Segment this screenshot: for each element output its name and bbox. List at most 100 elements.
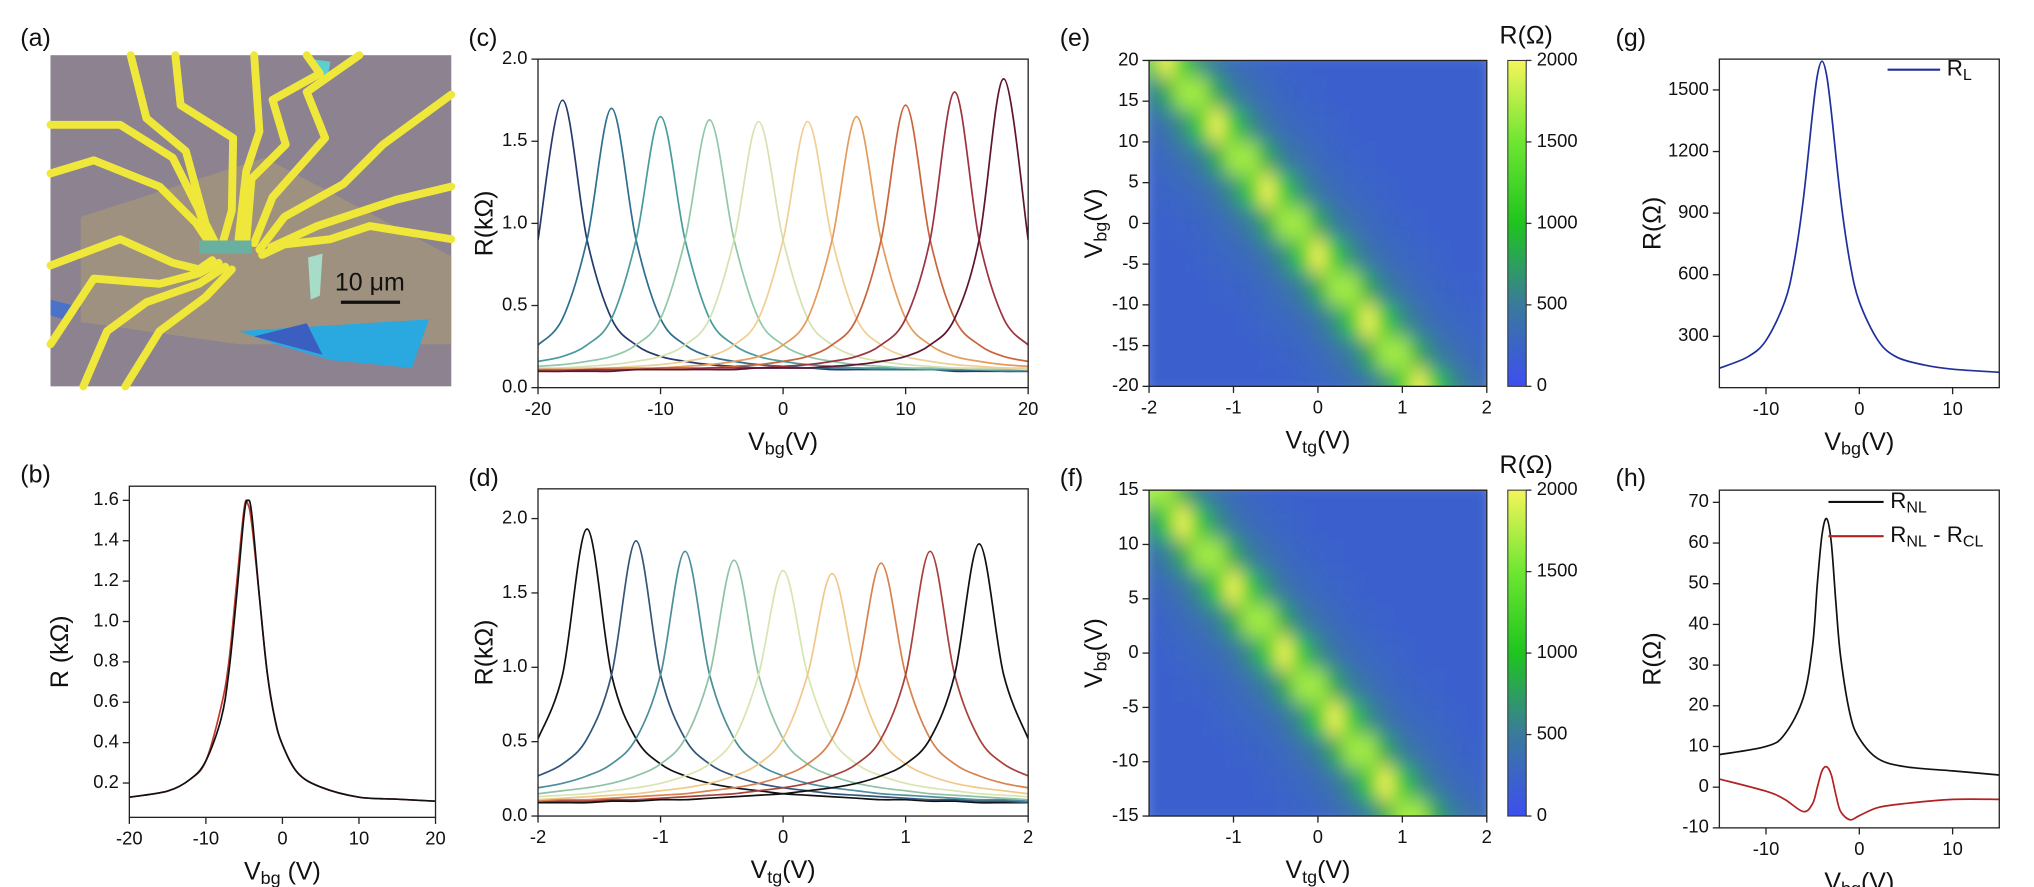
heatmap-cell <box>1258 60 1277 78</box>
heatmap-cell <box>1360 799 1378 817</box>
heatmap-cell <box>1343 701 1361 736</box>
heatmap-cell <box>1225 304 1243 339</box>
x-axis-label-part: tg <box>767 867 782 887</box>
heatmap-cell <box>1225 272 1243 306</box>
heatmap-cell <box>1360 304 1378 339</box>
heatmap-cell <box>1157 239 1176 274</box>
heatmap-cell <box>1292 669 1311 703</box>
heatmap-cell <box>1225 734 1243 768</box>
y-tick-label: 1.5 <box>502 581 528 602</box>
heatmap-cell <box>1208 337 1226 371</box>
scale-bar-label: 10 μm <box>335 268 405 296</box>
heatmap-cell <box>1343 174 1361 208</box>
heatmap-cell <box>1191 669 1209 703</box>
heatmap-cell <box>1427 141 1446 176</box>
heatmap-cell <box>1174 799 1193 817</box>
heatmap-cell <box>1292 767 1311 801</box>
heatmap-cell <box>1478 701 1487 736</box>
x-axis-label-part: V <box>748 427 765 455</box>
heatmap-cell <box>1410 604 1429 638</box>
heatmap-cell <box>1191 141 1209 176</box>
heatmap-cell <box>1343 604 1361 638</box>
heatmap-cell <box>1461 490 1480 508</box>
y-tick-label: 2.0 <box>502 506 528 527</box>
x-axis-label-part: (V) <box>281 857 321 885</box>
heatmap-cell <box>1326 370 1345 387</box>
heatmap-cell <box>1427 109 1446 143</box>
heatmap-cell <box>1174 174 1193 208</box>
x-tick-label: 1 <box>1397 397 1407 418</box>
heatmap-cell <box>1241 272 1260 306</box>
heatmap-cell <box>1191 304 1209 339</box>
heatmap-cell <box>1258 239 1277 274</box>
heatmap-cell <box>1410 272 1429 306</box>
heatmap-cell <box>1191 539 1209 573</box>
heatmap-cell <box>1258 604 1277 638</box>
heatmap-cell <box>1157 141 1176 176</box>
y-tick-label: 1500 <box>1668 78 1709 99</box>
heatmap-cell <box>1225 636 1243 671</box>
y-axis-label: R(Ω) <box>1638 632 1666 685</box>
colorbar <box>1507 489 1527 817</box>
heatmap-cell <box>1157 604 1176 638</box>
heatmap-cell <box>1225 539 1243 573</box>
heatmap-cell <box>1149 76 1159 111</box>
heatmap-cell <box>1444 490 1463 508</box>
heatmap-cell <box>1427 506 1446 540</box>
heatmap-cell <box>1326 337 1345 371</box>
heatmap-cell <box>1410 539 1429 573</box>
heatmap-cell <box>1326 506 1345 540</box>
heatmap-cell <box>1275 337 1294 371</box>
heatmap-cell <box>1393 272 1412 306</box>
y-axis-label-part: bg <box>1091 222 1111 242</box>
flake <box>50 299 81 321</box>
y-tick-label: 1.2 <box>93 569 119 590</box>
heatmap-cell <box>1191 490 1209 508</box>
heatmap-cell <box>1241 506 1260 540</box>
heatmap-cell <box>1208 701 1226 736</box>
heatmap-cell <box>1461 207 1480 241</box>
colorbar-tick-label: 2000 <box>1537 478 1578 499</box>
x-axis-label-part: V <box>1824 868 1841 887</box>
heatmap-cell <box>1478 767 1487 801</box>
heatmap-cell <box>1377 239 1395 274</box>
y-axis-label: R(kΩ) <box>470 191 498 257</box>
heatmap-cell <box>1292 539 1311 573</box>
legend-label-part: NL <box>1906 499 1927 517</box>
colorbar-label: R(Ω) <box>1500 21 1553 49</box>
x-tick-label: 20 <box>425 828 445 849</box>
heatmap-cell <box>1191 636 1209 671</box>
heatmap-cell <box>1410 636 1429 671</box>
heatmap-cell <box>1157 174 1176 208</box>
heatmap-cell <box>1275 799 1294 817</box>
heatmap-cell <box>1241 304 1260 339</box>
heatmap-cell <box>1377 506 1395 540</box>
heatmap-cell <box>1461 370 1480 387</box>
heatmap-cell <box>1427 207 1446 241</box>
legend-label-part: R <box>1890 522 1906 547</box>
x-tick-label: 10 <box>895 398 915 419</box>
y-tick-label: 5 <box>1128 587 1138 608</box>
heatmap-cell <box>1309 604 1328 638</box>
heatmap-cell <box>1292 506 1311 540</box>
heatmap-cell <box>1258 141 1277 176</box>
heatmap-cell <box>1461 604 1480 638</box>
y-tick-label: -10 <box>1112 750 1139 771</box>
heatmap-cell <box>1461 636 1480 671</box>
x-tick-label: 2 <box>1482 826 1492 847</box>
heatmap-cell <box>1208 239 1226 274</box>
heatmap-cell <box>1292 799 1311 817</box>
legend-label: RNL <box>1890 488 1927 517</box>
y-tick-label: 1.0 <box>502 211 528 232</box>
heatmap-cell <box>1275 370 1294 387</box>
plot-area <box>538 77 1029 373</box>
data-line <box>129 499 436 803</box>
y-tick-label: -20 <box>1112 374 1139 395</box>
y-tick-label: -10 <box>1682 816 1709 837</box>
y-tick-label: 10 <box>1118 532 1138 553</box>
heatmap-cell <box>1326 669 1345 703</box>
x-axis-label: Vbg (V) <box>244 857 321 887</box>
y-tick-label: 20 <box>1688 694 1708 715</box>
heatmap-cell <box>1377 734 1395 768</box>
